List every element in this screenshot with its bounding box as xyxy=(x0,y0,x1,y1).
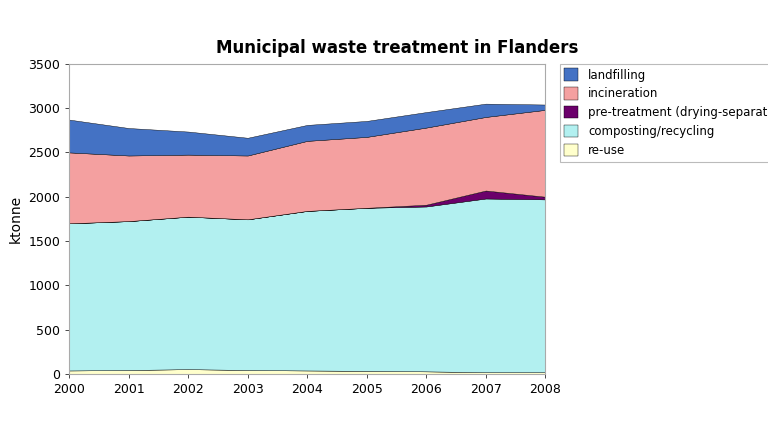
Title: Municipal waste treatment in Flanders: Municipal waste treatment in Flanders xyxy=(217,39,579,57)
Legend: landfilling, incineration, pre-treatment (drying-separating), composting/recycli: landfilling, incineration, pre-treatment… xyxy=(560,64,768,162)
Y-axis label: ktonne: ktonne xyxy=(8,195,23,243)
